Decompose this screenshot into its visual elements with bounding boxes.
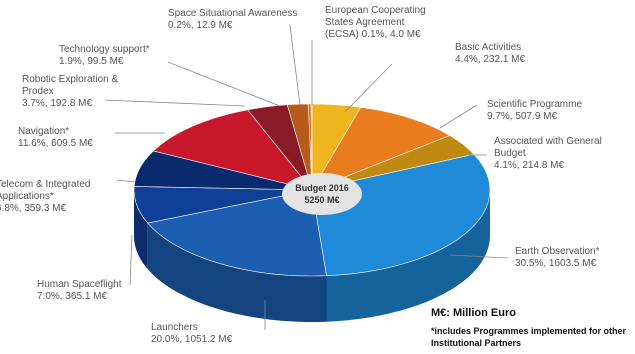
- slice-label: Associated with General: [494, 136, 602, 147]
- slice-label: 3.7%, 192.8 M€: [22, 98, 92, 109]
- slice-label: Applications*: [0, 191, 54, 202]
- slice-label: 9.7%, 507.9 M€: [487, 111, 557, 122]
- slice-side: [326, 190, 490, 322]
- leader-line: [104, 99, 246, 107]
- slice-7: [152, 109, 313, 191]
- slice-label: Earth Observation*: [515, 246, 600, 257]
- slice-label: Telecom & Integrated: [0, 179, 91, 190]
- slice-label: 6.8%, 359.3 M€: [0, 203, 66, 214]
- slice-label: States Agreement: [325, 17, 405, 28]
- leader-line: [449, 254, 509, 259]
- slice-label: 11.6%, 609.5 M€: [18, 138, 93, 149]
- slice-label: (ECSA) 0.1%, 4.0 M€: [325, 29, 421, 40]
- slice-label: 30.5%, 1603.5 M€: [515, 258, 597, 269]
- center-badge: [282, 173, 362, 215]
- leader-line: [289, 24, 301, 106]
- slice-label: 4.1%, 214.8 M€: [494, 160, 564, 171]
- center-title: Budget 2016: [295, 183, 349, 193]
- slice-label: Human Spaceflight: [37, 279, 122, 290]
- slice-label: Launchers: [151, 322, 198, 333]
- slice-label: Navigation*: [18, 126, 69, 137]
- pie-sides: [134, 190, 490, 322]
- slice-label: 1.9%, 99.5 M€: [59, 56, 124, 67]
- slice-4: [147, 189, 327, 277]
- leader-line: [116, 179, 136, 183]
- slice-side: [134, 190, 148, 270]
- leader-line: [344, 63, 393, 113]
- slice-label: Scientific Programme: [487, 99, 582, 110]
- slice-label: Prodex: [22, 86, 54, 97]
- leader-line: [167, 61, 281, 107]
- slice-label: Robotic Exploration &: [22, 74, 118, 85]
- slice-label: Basic Activities: [455, 42, 521, 53]
- slice-label: 4.4%, 232.1 M€: [455, 54, 525, 65]
- leader-line: [439, 104, 478, 129]
- slice-label: 7.0%, 365.1 M€: [37, 291, 107, 302]
- leader-line: [129, 234, 133, 286]
- slice-label: Budget: [494, 148, 526, 159]
- unit-note: M€: Million Euro: [431, 307, 516, 319]
- slice-label: 20.0%, 1051.2 M€: [151, 334, 233, 345]
- center-total: 5250 M€: [304, 195, 339, 205]
- footnote: *includes Programmes implemented for oth…: [431, 326, 627, 348]
- slice-1: [311, 106, 451, 191]
- slice-label: European Cooperating: [325, 5, 426, 16]
- slice-label: Technology support*: [59, 44, 150, 55]
- slice-side: [147, 223, 327, 322]
- slice-label: Space Situational Awareness: [168, 8, 297, 19]
- slice-label: 0.2%, 12.9 M€: [168, 20, 233, 31]
